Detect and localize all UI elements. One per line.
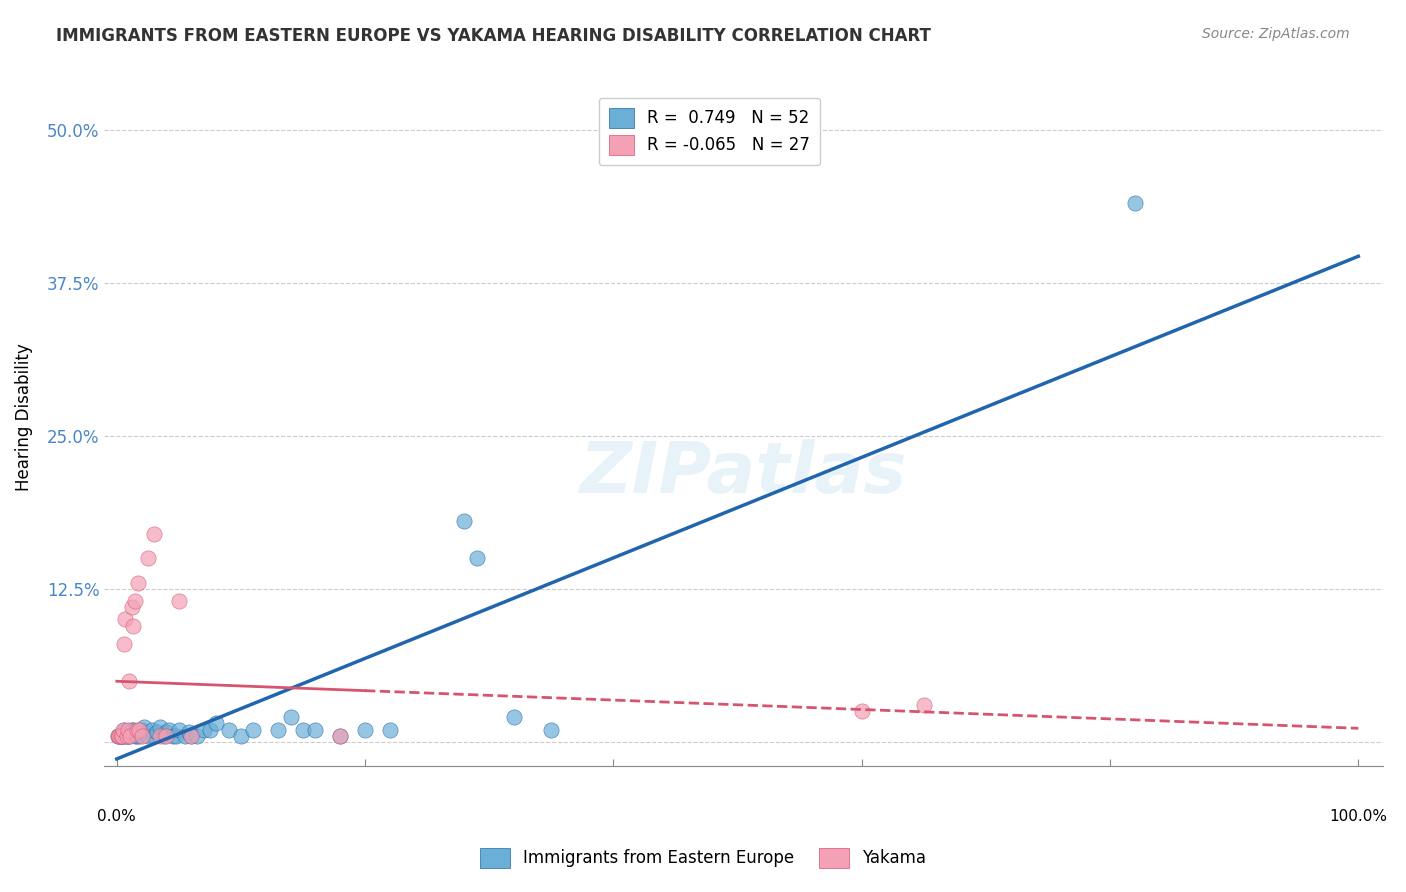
Point [111,729,134,743]
Point [162,729,184,743]
Point [167,594,190,608]
Text: Source: ZipAtlas.com: Source: ZipAtlas.com [1202,27,1350,41]
Point [155,725,177,739]
Point [145,725,167,739]
Point [292,723,315,737]
Point [108,729,131,743]
Legend: R =  0.749   N = 52, R = -0.065   N = 27: R = 0.749 N = 52, R = -0.065 N = 27 [599,98,820,165]
Point [186,729,208,743]
Point [174,729,197,743]
Legend: Immigrants from Eastern Europe, Yakama: Immigrants from Eastern Europe, Yakama [472,841,934,875]
Point [118,673,141,688]
Point [114,729,136,743]
Text: 100.0%: 100.0% [1329,809,1388,824]
Point [111,729,134,743]
Point [912,698,935,712]
Point [167,723,190,737]
Point [115,729,138,743]
Point [141,723,163,737]
Point [354,723,377,737]
Point [107,729,129,743]
Point [122,618,145,632]
Text: IMMIGRANTS FROM EASTERN EUROPE VS YAKAMA HEARING DISABILITY CORRELATION CHART: IMMIGRANTS FROM EASTERN EUROPE VS YAKAMA… [56,27,931,45]
Point [121,600,143,615]
Point [117,729,139,743]
Point [136,729,159,743]
Point [124,594,146,608]
Point [125,723,148,737]
Point [122,723,145,737]
Point [118,729,141,743]
Point [503,710,526,724]
Point [329,729,352,743]
Point [851,704,873,718]
Point [127,725,149,739]
Point [131,729,153,743]
Point [112,723,135,737]
Point [120,729,142,743]
Point [107,729,129,743]
Point [280,710,302,724]
Point [143,526,166,541]
Point [378,723,401,737]
Point [267,723,290,737]
Point [205,716,228,731]
Point [110,729,132,743]
Point [242,723,264,737]
Point [229,729,252,743]
Point [453,515,475,529]
Point [198,723,221,737]
Point [540,723,562,737]
Point [127,575,149,590]
Point [153,729,176,743]
Y-axis label: Hearing Disability: Hearing Disability [15,343,32,491]
Point [111,729,134,743]
Point [143,729,166,743]
Point [114,612,136,626]
Point [180,729,202,743]
Point [108,729,131,743]
Point [465,551,488,566]
Point [149,729,172,743]
Point [128,723,150,737]
Point [124,729,146,743]
Point [1123,196,1146,211]
Point [218,723,240,737]
Point [110,729,132,743]
Point [111,723,134,737]
Text: ZIPatlas: ZIPatlas [581,439,907,508]
Point [117,723,139,737]
Point [131,723,153,737]
Point [149,720,172,734]
Point [120,725,142,739]
Point [115,729,138,743]
Point [112,637,135,651]
Point [177,725,200,739]
Point [180,729,202,743]
Point [304,723,326,737]
Point [125,729,148,743]
Point [193,723,215,737]
Point [157,723,180,737]
Point [329,729,352,743]
Point [165,729,187,743]
Text: 0.0%: 0.0% [97,809,136,824]
Point [132,720,155,734]
Point [155,729,177,743]
Point [121,723,143,737]
Point [136,551,159,566]
Point [128,729,150,743]
